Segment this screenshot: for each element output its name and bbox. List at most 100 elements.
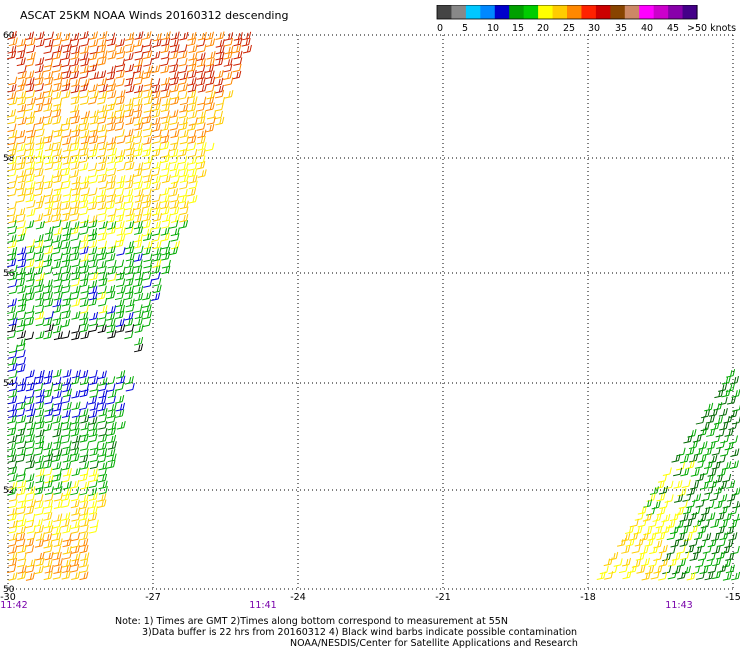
wind-barb-shaft xyxy=(115,116,124,119)
wind-barb-flag xyxy=(59,174,63,182)
wind-barb-shaft xyxy=(142,44,150,48)
wind-barb-flag xyxy=(12,558,15,566)
wind-barb xyxy=(61,571,71,580)
wind-barb xyxy=(179,129,189,138)
wind-barb-flag xyxy=(201,85,205,92)
wind-barb-shaft xyxy=(79,500,87,503)
wind-barb-shaft xyxy=(98,89,106,93)
wind-barb xyxy=(52,194,62,203)
wind-barb xyxy=(26,513,36,523)
wind-barb-shaft xyxy=(71,51,79,55)
wind-barb-flag xyxy=(167,76,170,84)
wind-barb xyxy=(133,253,143,262)
wind-barb-flag xyxy=(728,429,731,436)
wind-barb-shaft xyxy=(53,188,62,191)
wind-barb-shaft xyxy=(34,240,42,243)
wind-barb-flag xyxy=(121,115,125,123)
wind-barb xyxy=(26,123,36,133)
wind-barb xyxy=(151,272,161,281)
wind-barb-shaft xyxy=(98,110,106,113)
wind-barb-flag xyxy=(121,259,125,267)
wind-barb xyxy=(160,50,170,60)
wind-barb-flag xyxy=(32,142,35,150)
wind-barb xyxy=(114,188,125,197)
wind-barb-flag xyxy=(203,96,207,104)
wind-barb xyxy=(69,225,80,235)
wind-barb-flag xyxy=(74,155,77,163)
wind-barb-shaft xyxy=(89,77,98,80)
wind-barb-flag xyxy=(725,421,729,429)
wind-barb-flag xyxy=(712,415,715,422)
wind-barb-flag xyxy=(146,116,149,123)
wind-barb-flag xyxy=(74,377,78,384)
wind-barb-flag xyxy=(210,52,213,59)
wind-barb xyxy=(206,50,216,60)
wind-barb-flag xyxy=(156,161,159,169)
wind-barb-shaft xyxy=(706,447,714,450)
wind-barb xyxy=(96,162,107,172)
wind-barb-flag xyxy=(131,173,135,181)
wind-barb-flag xyxy=(140,103,143,111)
wind-barb-flag xyxy=(83,241,86,248)
wind-barb-flag xyxy=(86,265,90,273)
wind-barb-shaft xyxy=(206,116,215,120)
wind-barb xyxy=(26,208,36,217)
wind-barb xyxy=(178,148,188,157)
wind-barb-flag xyxy=(165,266,168,273)
wind-barb xyxy=(71,507,81,516)
wind-barb-flag xyxy=(21,299,25,306)
wind-barb-flag xyxy=(95,195,98,202)
wind-barb-flag xyxy=(58,317,62,325)
wind-barb-flag xyxy=(113,409,116,417)
wind-barb xyxy=(17,135,27,145)
wind-barb xyxy=(178,188,188,198)
wind-barb-flag xyxy=(692,441,696,448)
wind-barb xyxy=(71,331,81,341)
wind-barb xyxy=(179,180,189,190)
wind-barb-shaft xyxy=(89,148,97,152)
wind-barb-shaft xyxy=(143,89,151,92)
wind-barb-shaft xyxy=(717,473,725,477)
wind-barb-flag xyxy=(23,266,26,274)
colorbar-label: >50 knots xyxy=(687,23,736,33)
wind-barb-flag xyxy=(104,370,107,378)
wind-barb-flag xyxy=(69,38,72,46)
wind-barb-shaft xyxy=(161,226,169,229)
wind-barb-shaft xyxy=(160,63,168,67)
wind-barb-flag xyxy=(104,56,107,64)
wind-barb-flag xyxy=(120,228,123,235)
wind-barb-shaft xyxy=(26,258,34,261)
wind-barb-flag xyxy=(56,527,59,535)
wind-barb xyxy=(34,284,45,294)
wind-barb-flag xyxy=(86,552,90,560)
wind-barb-flag xyxy=(23,349,26,357)
wind-barb-flag xyxy=(75,370,79,377)
wind-barb-shaft xyxy=(107,50,115,53)
wind-barb-flag xyxy=(112,252,116,260)
wind-barb-shaft xyxy=(89,447,98,451)
wind-barb-flag xyxy=(65,519,68,527)
wind-barb-flag xyxy=(119,46,122,54)
wind-barb-flag xyxy=(113,37,117,45)
wind-barb-flag xyxy=(86,323,89,331)
wind-barb xyxy=(206,110,216,120)
wind-barb-flag xyxy=(50,408,54,415)
wind-barb-flag xyxy=(131,285,135,293)
wind-barb-flag xyxy=(24,298,27,305)
wind-barb-flag xyxy=(101,403,104,410)
wind-barb-shaft xyxy=(206,96,214,100)
wind-barb xyxy=(53,513,63,523)
wind-barb-flag xyxy=(24,494,27,502)
wind-barb-flag xyxy=(21,188,24,196)
wind-barb-flag xyxy=(121,382,125,389)
wind-barb xyxy=(188,96,198,105)
wind-barb-flag xyxy=(175,188,179,195)
colorbar-label: 25 xyxy=(563,23,575,33)
wind-barb-flag xyxy=(110,246,113,253)
wind-barb-shaft xyxy=(133,44,141,48)
wind-barb-flag xyxy=(78,240,81,247)
wind-barb-flag xyxy=(122,220,125,228)
wind-barb-flag xyxy=(682,461,686,469)
wind-barb xyxy=(25,220,35,229)
wind-barb-flag xyxy=(50,292,53,299)
